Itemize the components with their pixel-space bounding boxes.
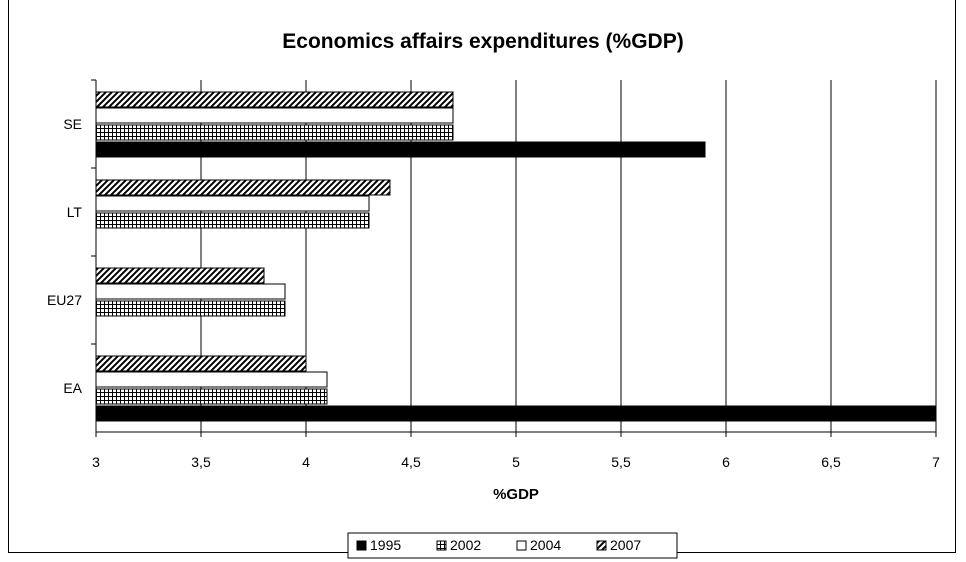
bar-1995-ea (95, 405, 937, 422)
x-tick-label: 7 (932, 454, 940, 470)
legend-label-1995: 1995 (370, 537, 401, 553)
bar-2002-ea (95, 388, 328, 405)
x-tick-label: 5 (512, 454, 520, 470)
bar-2007-eu27 (95, 267, 265, 284)
x-tick-label: 6 (722, 454, 730, 470)
bar-2007-se (95, 91, 454, 108)
x-tick-label: 4,5 (401, 454, 421, 470)
legend-label-2002: 2002 (450, 537, 481, 553)
x-tick-label: 6,5 (821, 454, 841, 470)
bar-2007-lt (95, 179, 391, 196)
legend-box (347, 532, 678, 559)
legend-label-2004: 2004 (530, 537, 561, 553)
bar-1995-se (95, 141, 706, 158)
bar-2002-se (95, 124, 454, 141)
chart-title: Economics affairs expenditures (%GDP) (282, 30, 684, 53)
bar-2002-eu27 (95, 300, 286, 317)
legend-swatch-2004 (516, 540, 527, 551)
legend-swatch-2007 (596, 540, 607, 551)
x-tick-label: 3,5 (191, 454, 211, 470)
y-tick-label: SE (63, 116, 82, 132)
y-tick-label: EU27 (47, 292, 82, 308)
bar-2004-ea (95, 371, 328, 388)
legend: 1995 2002 2004 2007 (347, 532, 678, 559)
bars (95, 91, 937, 422)
x-tick-label: 5,5 (611, 454, 631, 470)
bar-2004-eu27 (95, 283, 286, 300)
legend-swatch-2002 (436, 540, 447, 551)
legend-label-2007: 2007 (610, 537, 641, 553)
y-tick-label: LT (67, 204, 83, 220)
x-axis-title: %GDP (493, 486, 539, 503)
x-tick-label: 4 (302, 454, 310, 470)
bar-2004-lt (95, 195, 370, 212)
bar-2004-se (95, 107, 454, 124)
bar-2002-lt (95, 212, 370, 229)
legend-swatch-1995 (356, 540, 367, 551)
bar-2007-ea (95, 355, 307, 372)
tick-labels: 3 3,5 4 4,5 5 5,5 6 6,5 7 EA EU27 LT SE (47, 116, 940, 470)
y-tick-label: EA (63, 380, 82, 396)
x-tick-label: 3 (92, 454, 100, 470)
